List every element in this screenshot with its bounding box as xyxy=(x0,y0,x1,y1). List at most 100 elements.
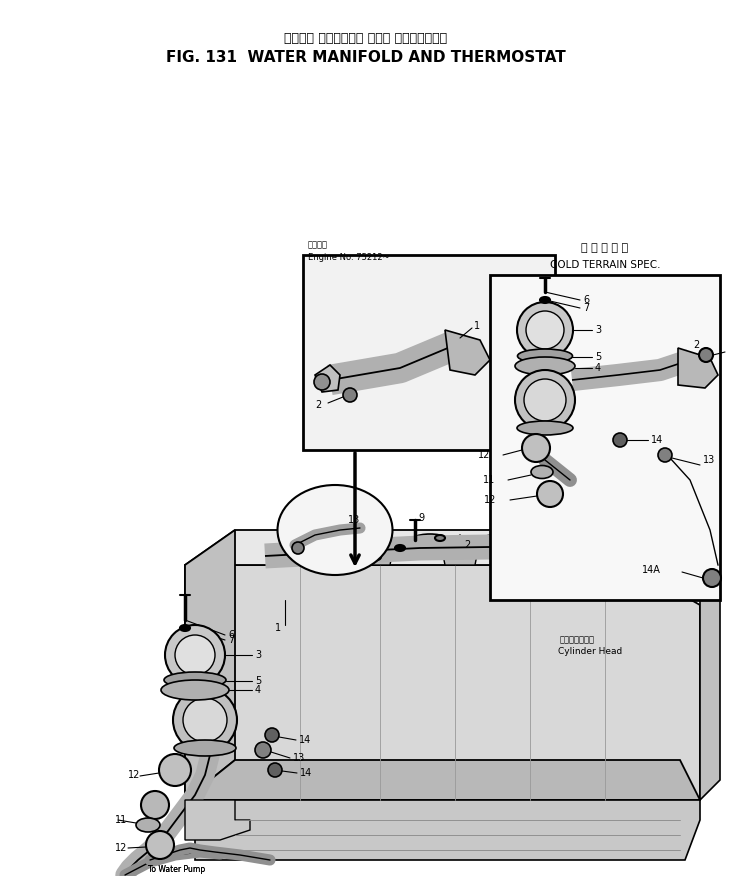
Circle shape xyxy=(515,370,575,430)
Ellipse shape xyxy=(161,680,229,700)
Circle shape xyxy=(703,569,721,587)
Ellipse shape xyxy=(136,818,160,832)
Circle shape xyxy=(613,433,627,447)
Ellipse shape xyxy=(164,672,226,688)
Text: 11: 11 xyxy=(483,475,496,485)
Text: 12: 12 xyxy=(128,770,141,780)
Text: 11: 11 xyxy=(115,815,127,825)
Text: 寒 冷 地 仕 様: 寒 冷 地 仕 様 xyxy=(581,243,629,253)
Polygon shape xyxy=(678,348,718,388)
Text: 14: 14 xyxy=(300,768,313,778)
Text: 9: 9 xyxy=(418,513,424,523)
Bar xyxy=(303,255,555,450)
Text: Engine No. 75212~: Engine No. 75212~ xyxy=(308,253,389,263)
Text: 6: 6 xyxy=(583,295,589,305)
Text: 4: 4 xyxy=(595,363,601,373)
Polygon shape xyxy=(442,535,478,565)
Circle shape xyxy=(699,348,713,362)
Polygon shape xyxy=(185,760,700,800)
Ellipse shape xyxy=(411,537,449,553)
Circle shape xyxy=(526,311,564,349)
Text: 14: 14 xyxy=(651,435,663,445)
Text: 3: 3 xyxy=(595,325,601,335)
Circle shape xyxy=(644,535,660,551)
Polygon shape xyxy=(185,800,250,840)
Text: 4: 4 xyxy=(255,685,261,695)
Ellipse shape xyxy=(481,537,519,553)
Polygon shape xyxy=(315,365,340,392)
Text: 2: 2 xyxy=(693,340,699,350)
Text: 14: 14 xyxy=(299,735,311,745)
Text: 10: 10 xyxy=(345,550,357,560)
Text: COLD TERRAIN SPEC.: COLD TERRAIN SPEC. xyxy=(550,260,660,270)
Text: 1: 1 xyxy=(474,321,480,331)
Polygon shape xyxy=(700,545,720,800)
Text: To Water Pump: To Water Pump xyxy=(148,865,205,874)
Ellipse shape xyxy=(515,357,575,375)
Text: 8: 8 xyxy=(682,543,688,553)
Ellipse shape xyxy=(369,554,381,561)
Circle shape xyxy=(524,379,566,421)
Text: 7: 7 xyxy=(228,635,234,645)
Circle shape xyxy=(268,763,282,777)
Ellipse shape xyxy=(517,421,573,435)
Circle shape xyxy=(265,728,279,742)
Text: 適用車番: 適用車番 xyxy=(308,241,328,250)
Ellipse shape xyxy=(435,535,445,541)
Circle shape xyxy=(658,448,672,462)
Circle shape xyxy=(159,754,191,786)
Polygon shape xyxy=(195,800,700,860)
Ellipse shape xyxy=(406,534,454,556)
Ellipse shape xyxy=(174,740,236,756)
Text: FIG. 131  WATER MANIFOLD AND THERMOSTAT: FIG. 131 WATER MANIFOLD AND THERMOSTAT xyxy=(166,51,566,66)
Circle shape xyxy=(314,374,330,390)
Circle shape xyxy=(165,625,225,685)
Ellipse shape xyxy=(596,537,634,553)
Polygon shape xyxy=(185,530,720,565)
Text: シリンダヘッド: シリンダヘッド xyxy=(560,635,595,645)
Circle shape xyxy=(173,688,237,752)
Circle shape xyxy=(522,434,550,462)
Polygon shape xyxy=(185,565,700,800)
Polygon shape xyxy=(512,535,548,565)
Text: 12: 12 xyxy=(478,450,490,460)
Text: 5: 5 xyxy=(255,676,261,686)
Text: 14A: 14A xyxy=(642,565,661,575)
Circle shape xyxy=(175,635,215,675)
Ellipse shape xyxy=(540,297,550,303)
Ellipse shape xyxy=(591,534,639,556)
Circle shape xyxy=(146,831,174,859)
Ellipse shape xyxy=(536,534,584,556)
Circle shape xyxy=(292,542,304,554)
Circle shape xyxy=(517,302,573,358)
Circle shape xyxy=(255,742,271,758)
Text: 13: 13 xyxy=(348,515,360,525)
Text: Cylinder Head: Cylinder Head xyxy=(558,647,622,656)
Text: 7: 7 xyxy=(583,303,589,313)
Text: 13: 13 xyxy=(703,455,715,465)
Ellipse shape xyxy=(180,625,190,631)
Circle shape xyxy=(183,698,227,742)
Text: 9A: 9A xyxy=(318,553,331,563)
Circle shape xyxy=(537,481,563,507)
Ellipse shape xyxy=(531,465,553,478)
Ellipse shape xyxy=(277,485,392,575)
Ellipse shape xyxy=(518,349,572,363)
Ellipse shape xyxy=(395,545,405,551)
Ellipse shape xyxy=(541,537,579,553)
Text: 3: 3 xyxy=(255,650,261,660)
Text: 2: 2 xyxy=(315,400,321,410)
Circle shape xyxy=(141,791,169,819)
Text: 2: 2 xyxy=(464,540,470,550)
Polygon shape xyxy=(185,530,235,800)
Text: 12: 12 xyxy=(115,843,127,853)
Ellipse shape xyxy=(476,534,524,556)
Polygon shape xyxy=(357,535,393,565)
Text: To Water Pump: To Water Pump xyxy=(148,865,205,874)
Bar xyxy=(490,275,720,600)
Circle shape xyxy=(343,388,357,402)
Polygon shape xyxy=(445,330,490,375)
Text: 13: 13 xyxy=(293,753,305,763)
Text: ウィータ マニホールド および サーモスタート: ウィータ マニホールド および サーモスタート xyxy=(285,32,447,45)
Text: 5: 5 xyxy=(595,352,601,362)
